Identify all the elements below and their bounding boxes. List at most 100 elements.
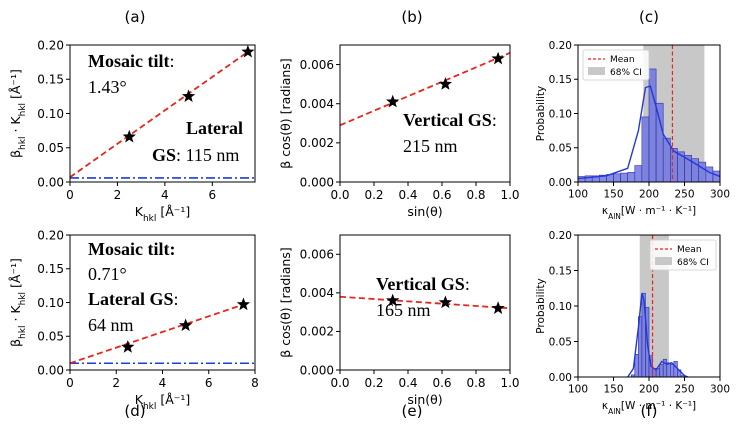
x-tick-label: 0.4 <box>398 376 417 390</box>
legend-ci-swatch <box>655 257 672 265</box>
y-tick-label: 0.10 <box>37 296 64 310</box>
x-axis-label: sin(θ) <box>407 204 442 219</box>
annotation-lateral-gs-value: GS: 115 nm <box>152 145 239 165</box>
y-tick-label: 0.20 <box>37 38 64 52</box>
data-point-star <box>241 44 255 58</box>
chart-panel-d: 0 2 4 6 8 0.00 0.05 0.10 0.15 0.20 Khkl [Å⁻¹] βhkl … <box>8 228 259 420</box>
panel-label: (f) <box>641 402 658 420</box>
axes-frame <box>339 234 511 371</box>
data-point-star <box>386 293 400 307</box>
chart-panel-a: 0 2 4 6 0.00 0.05 0.10 0.15 0.20 Khkl [Å⁻¹] βhkl ·… <box>8 8 256 224</box>
x-tick-label: 1.0 <box>500 188 519 202</box>
data-point-star <box>178 318 193 332</box>
x-tick-label: 0.0 <box>330 376 349 390</box>
x-axis-label: Khkl [Å⁻¹] <box>135 204 191 224</box>
y-tick-label: 0.000 <box>300 175 334 189</box>
annotation-vertical-gs-value: 165 nm <box>376 300 431 320</box>
plot-area <box>70 51 255 179</box>
plot-area <box>70 303 255 365</box>
x-tick-label: 200 <box>639 189 659 201</box>
chart-panel-b: 0.0 0.2 0.4 0.6 0.8 1.0 0.000 0.002 0.004 0.006 si… <box>278 8 520 219</box>
data-point-star <box>438 77 453 90</box>
data-point-star <box>438 295 453 309</box>
y-tick-label: 0.004 <box>300 286 334 300</box>
annotation-lateral-gs-value: 64 nm <box>88 315 134 335</box>
histogram-bar <box>634 165 643 182</box>
legend-ci-label: 68% CI <box>677 258 709 268</box>
x-tick-label: 6 <box>205 376 213 390</box>
data-point-star <box>491 301 505 314</box>
x-tick-label: 0.6 <box>432 376 451 390</box>
histogram-bar <box>659 363 664 377</box>
legend-mean-label: Mean <box>677 245 702 255</box>
y-tick-label: 0.10 <box>549 108 572 120</box>
x-tick-label: 250 <box>674 189 694 201</box>
annotation-mosaic-tilt-value: 1.43° <box>88 77 127 97</box>
x-tick-label: 0.6 <box>432 188 451 202</box>
y-axis-label: β cos(θ) [radians] <box>278 247 293 357</box>
histogram-bar <box>613 173 621 182</box>
y-tick-label: 0.15 <box>549 74 572 86</box>
y-tick-label: 0.10 <box>37 107 64 121</box>
legend: Mean 68% CI <box>582 49 650 81</box>
x-tick-label: 6 <box>208 188 216 202</box>
y-tick-label: 0.00 <box>549 372 572 384</box>
y-axis-label: β cos(θ) [radians] <box>278 58 293 168</box>
plot-area <box>578 45 720 182</box>
y-tick-label: 0.05 <box>549 143 572 155</box>
annotation-vertical-gs-label: Vertical GS: <box>403 110 497 130</box>
y-tick-label: 0.004 <box>300 97 334 111</box>
x-axis-label: Khkl [Å⁻¹] <box>135 392 191 412</box>
x-tick-label: 0.4 <box>398 188 417 202</box>
x-tick-label: 200 <box>639 384 659 396</box>
x-tick-label: 0.8 <box>466 376 485 390</box>
y-axis-label: βhkl · Khkl [Å⁻¹] <box>8 258 28 347</box>
annotation-vertical-gs-label: Vertical GS: <box>376 274 470 294</box>
y-tick-label: 0.05 <box>37 141 64 155</box>
y-tick-label: 0.000 <box>300 363 334 377</box>
chart-panel-c: 100 150 200 250 300 0.00 0.05 0.10 0.15 0.20 κAlN[… <box>535 8 730 221</box>
y-axis-label: Probability <box>535 278 547 334</box>
y-tick-label: 0.15 <box>549 265 572 277</box>
x-tick-label: 100 <box>568 189 588 201</box>
kde-curve <box>578 85 720 180</box>
y-tick-label: 0.15 <box>37 262 64 276</box>
panel-label: (b) <box>401 8 422 26</box>
y-tick-label: 0.20 <box>549 230 572 242</box>
annotation-mosaic-tilt-label: Mosaic tilt: <box>88 51 175 71</box>
x-tick-label: 100 <box>568 384 588 396</box>
y-tick-label: 0.20 <box>37 228 64 242</box>
y-axis-label: Probability <box>535 86 547 142</box>
histogram-bar <box>627 172 636 182</box>
annotation-mosaic-tilt-label: Mosaic tilt: <box>88 239 175 259</box>
annotation-mosaic-tilt-value: 0.71° <box>88 264 127 284</box>
x-tick-label: 0.2 <box>364 376 383 390</box>
kde-curve <box>627 293 689 377</box>
x-tick-label: 0 <box>66 376 74 390</box>
histogram-bar <box>655 102 664 182</box>
y-tick-label: 0.00 <box>37 363 64 377</box>
histogram-bar <box>669 363 675 377</box>
x-tick-label: 300 <box>710 189 730 201</box>
y-tick-label: 0.05 <box>549 336 572 348</box>
axes-frame <box>339 44 511 183</box>
histogram-bar <box>673 361 678 377</box>
annotation-lateral-label: Lateral <box>186 118 243 138</box>
y-tick-label: 0.00 <box>37 175 64 189</box>
panel-label: (d) <box>124 402 145 420</box>
y-tick-label: 0.15 <box>37 73 64 87</box>
y-tick-label: 0.05 <box>37 330 64 344</box>
panel-label: (a) <box>125 8 146 26</box>
x-tick-label: 2 <box>114 188 122 202</box>
x-tick-label: 250 <box>674 384 694 396</box>
annotation-vertical-gs-value: 215 nm <box>403 136 458 156</box>
fit-line <box>70 51 249 178</box>
y-tick-label: 0.10 <box>549 301 572 313</box>
y-axis-label: βhkl · Khkl [Å⁻¹] <box>8 69 28 158</box>
legend-ci-label: 68% CI <box>610 68 642 78</box>
plot-area <box>340 52 510 127</box>
histogram-bar <box>641 116 650 182</box>
histogram-bar <box>705 166 714 182</box>
x-tick-label: 4 <box>161 188 169 202</box>
